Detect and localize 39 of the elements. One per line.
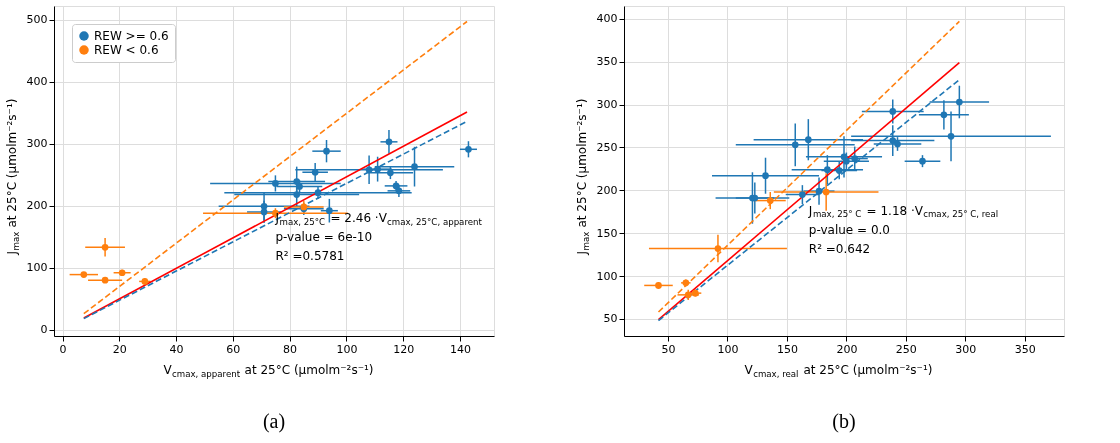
- annotation: R² =0.5781: [275, 249, 345, 264]
- text: (a): [262, 410, 286, 434]
- x-tick-label: 120: [393, 342, 415, 356]
- x-tick-label: 250: [895, 342, 917, 356]
- y-tick-label: 100: [596, 269, 618, 283]
- x-tick-label: 80: [283, 342, 298, 356]
- x-tick-label: 60: [226, 342, 241, 356]
- y-axis-title: Jmax at 25°C (μmolm⁻²s⁻¹): [575, 98, 591, 256]
- y-tick-label: 300: [596, 98, 618, 112]
- x-tick-label: 100: [336, 342, 358, 356]
- x-tick-label: 0: [59, 342, 67, 356]
- legend-label: REW >= 0.6: [94, 29, 169, 43]
- y-tick-label: 250: [596, 140, 618, 154]
- x-tick-label: 140: [449, 342, 471, 356]
- y-tick-label: 400: [596, 12, 618, 26]
- annotation: p-value = 6e-10: [275, 230, 373, 245]
- x-tick-label: 20: [112, 342, 127, 356]
- y-tick-label: 200: [26, 199, 48, 213]
- annotation: p-value = 0.0: [808, 222, 890, 237]
- x-tick-label: 40: [169, 342, 184, 356]
- y-tick-label: 0: [40, 323, 48, 337]
- legend-label: REW < 0.6: [94, 43, 159, 57]
- y-tick-label: 150: [596, 226, 618, 240]
- y-tick-label: 100: [26, 261, 48, 275]
- y-axis-title: Jmax at 25°C (μmolm⁻²s⁻¹): [5, 98, 21, 256]
- y-tick-label: 350: [596, 55, 618, 69]
- x-tick-label: 200: [836, 342, 858, 356]
- y-tick-label: 300: [26, 137, 48, 151]
- y-tick-label: 50: [603, 312, 618, 326]
- x-tick-label: 100: [717, 342, 739, 356]
- x-tick-label: 350: [1014, 342, 1036, 356]
- annotation: R² =0.642: [808, 241, 871, 256]
- y-tick-label: 500: [26, 13, 48, 27]
- y-tick-label: 400: [26, 75, 48, 89]
- x-tick-label: 300: [955, 342, 977, 356]
- x-tick-label: 50: [661, 342, 676, 356]
- x-tick-label: 150: [776, 342, 798, 356]
- y-tick-label: 200: [596, 183, 618, 197]
- text: (b): [832, 410, 856, 434]
